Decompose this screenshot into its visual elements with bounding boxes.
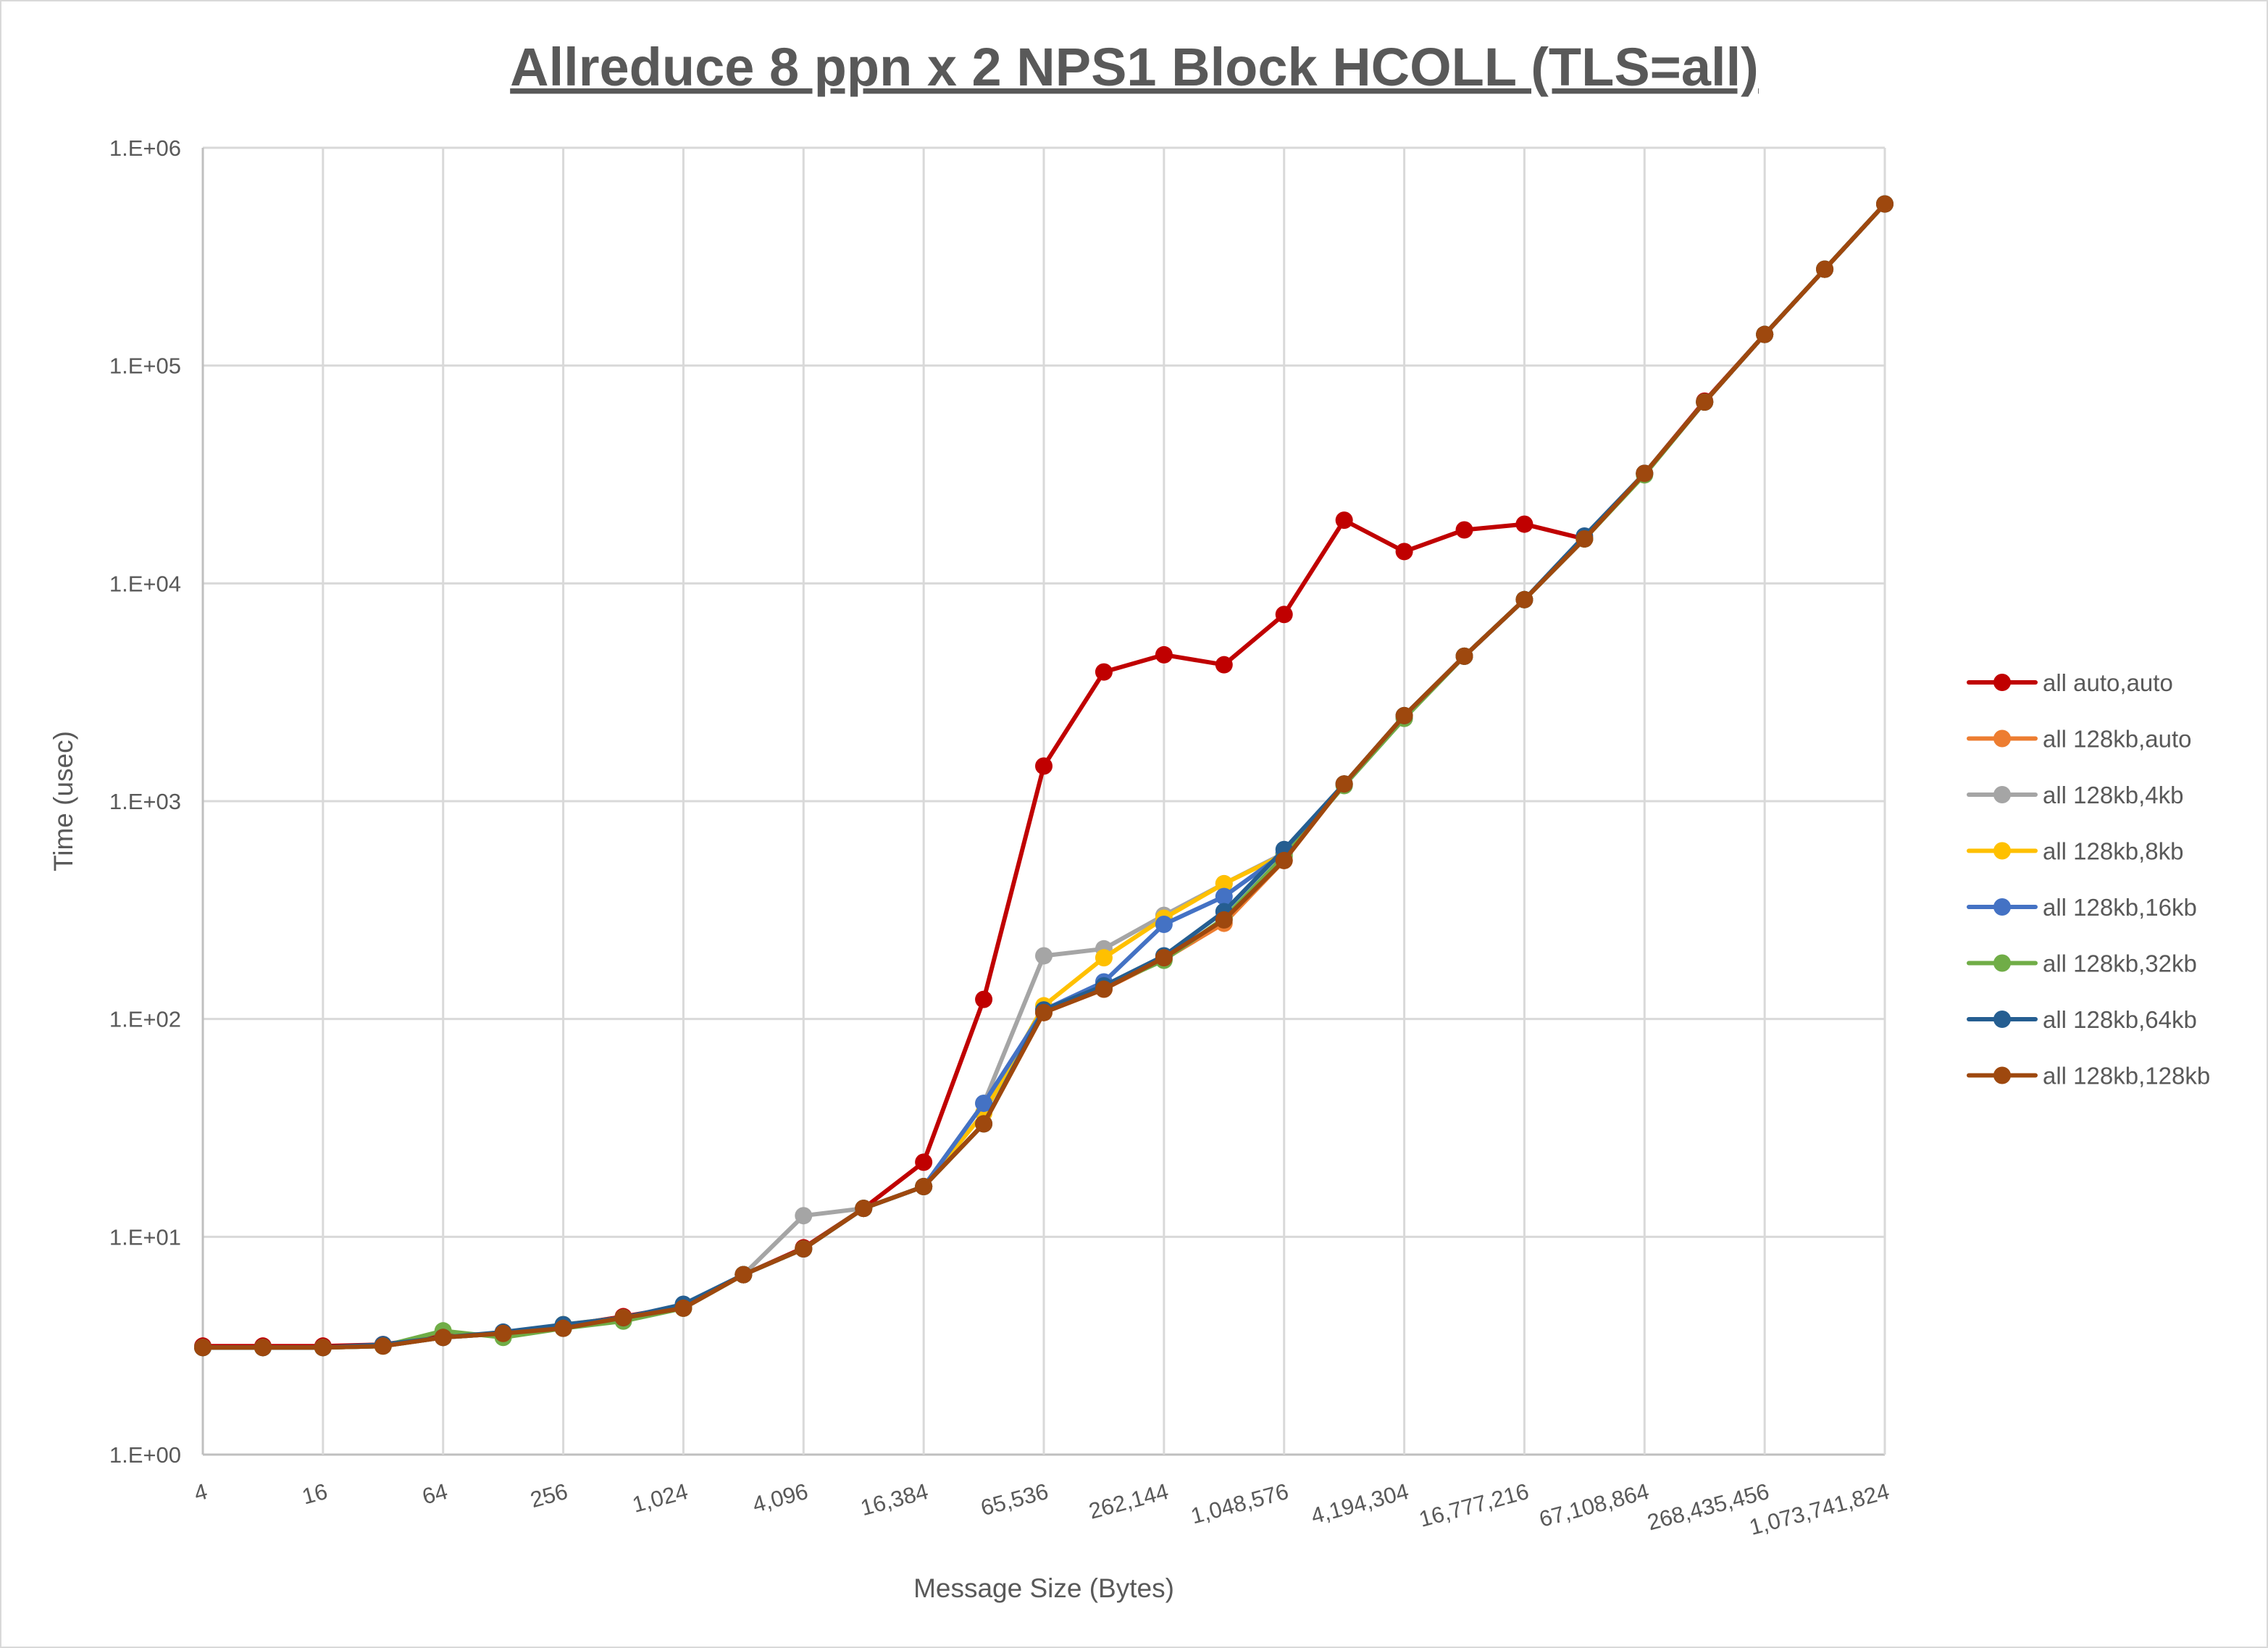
data-point <box>1335 511 1353 530</box>
legend-label: all 128kb,128kb <box>2043 1063 2210 1089</box>
data-point <box>735 1266 753 1284</box>
legend-item: all 128kb,auto <box>1967 726 2192 753</box>
data-point <box>1515 590 1533 608</box>
data-point <box>915 1153 933 1171</box>
series-lines <box>194 195 1894 1357</box>
gridlines <box>201 146 1886 1456</box>
data-point <box>1095 980 1113 998</box>
y-tick-label: 1.E+06 <box>109 135 181 161</box>
data-point <box>1155 916 1173 934</box>
legend-marker <box>1993 954 2011 972</box>
data-point <box>1275 606 1293 624</box>
data-point <box>975 990 993 1008</box>
data-point <box>1455 647 1473 665</box>
legend-label: all 128kb,16kb <box>2043 894 2197 921</box>
data-point <box>1215 874 1233 892</box>
legend-item: all 128kb,32kb <box>1967 950 2197 977</box>
data-point <box>1636 464 1654 482</box>
y-tick-label: 1.E+02 <box>109 1007 181 1032</box>
series-all-128kb-128kb <box>194 195 1894 1357</box>
legend-label: all 128kb,8kb <box>2043 838 2183 865</box>
y-axis-title: Time (usec) <box>49 731 78 871</box>
data-point <box>1215 656 1233 674</box>
data-point <box>254 1339 272 1357</box>
chart-title: Allreduce 8 ppn x 2 NPS1 Block HCOLL (TL… <box>510 37 1759 97</box>
legend-marker <box>1993 786 2011 803</box>
data-point <box>1035 947 1053 965</box>
data-point <box>1756 325 1774 343</box>
legend-label: all auto,auto <box>2043 669 2173 696</box>
data-point <box>1515 515 1533 533</box>
data-point <box>1455 521 1473 539</box>
data-point <box>374 1337 392 1355</box>
data-point <box>915 1178 933 1196</box>
data-point <box>614 1309 632 1327</box>
legend-label: all 128kb,4kb <box>2043 782 2183 808</box>
data-point <box>1816 260 1834 278</box>
data-point <box>494 1324 512 1342</box>
y-tick-label: 1.E+00 <box>109 1442 181 1468</box>
data-point <box>1395 706 1413 724</box>
legend-marker <box>1993 898 2011 916</box>
data-point <box>1576 530 1594 548</box>
y-tick-label: 1.E+01 <box>109 1224 181 1250</box>
data-point <box>1215 911 1233 929</box>
legend-item: all 128kb,8kb <box>1967 838 2183 865</box>
data-point <box>1275 851 1293 869</box>
data-point <box>1155 645 1173 664</box>
data-point <box>434 1329 452 1347</box>
data-point <box>674 1299 692 1317</box>
legend-marker <box>1993 842 2011 860</box>
data-point <box>855 1200 873 1218</box>
y-tick-label: 1.E+05 <box>109 354 181 379</box>
x-axis-title: Message Size (Bytes) <box>913 1573 1174 1603</box>
data-point <box>1395 543 1413 561</box>
data-point <box>1095 949 1113 967</box>
legend-label: all 128kb,auto <box>2043 726 2192 753</box>
legend-item: all 128kb,16kb <box>1967 894 2197 921</box>
data-point <box>1696 393 1714 411</box>
y-tick-label: 1.E+04 <box>109 571 181 596</box>
data-point <box>795 1207 813 1225</box>
legend-marker <box>1993 1011 2011 1028</box>
legend-marker <box>1993 729 2011 748</box>
legend-item: all auto,auto <box>1967 669 2173 696</box>
data-point <box>1095 663 1113 681</box>
y-axis-ticks: 1.E+00 1.E+01 1.E+02 1.E+03 1.E+04 1.E+05 1.E+… <box>109 135 181 1468</box>
data-point <box>975 1095 993 1113</box>
legend-label: all 128kb,32kb <box>2043 950 2197 977</box>
data-point <box>314 1339 332 1357</box>
legend-item: all 128kb,64kb <box>1967 1006 2197 1033</box>
legend-item: all 128kb,4kb <box>1967 782 2183 808</box>
data-point <box>795 1240 813 1258</box>
data-point <box>1035 1003 1053 1021</box>
legend-item: all 128kb,128kb <box>1967 1063 2210 1089</box>
legend-label: all 128kb,64kb <box>2043 1006 2197 1033</box>
data-point <box>194 1339 212 1357</box>
data-point <box>1335 775 1353 793</box>
y-tick-label: 1.E+03 <box>109 789 181 814</box>
legend-marker <box>1993 1066 2011 1084</box>
data-point <box>1155 949 1173 967</box>
legend-marker <box>1993 674 2011 691</box>
data-point <box>1876 195 1894 213</box>
data-point <box>975 1115 993 1133</box>
data-point <box>554 1319 572 1337</box>
data-point <box>1035 757 1053 775</box>
legend: all auto,auto all 128kb,auto all 128kb,4kb… <box>1967 669 2210 1089</box>
data-point <box>1215 887 1233 905</box>
